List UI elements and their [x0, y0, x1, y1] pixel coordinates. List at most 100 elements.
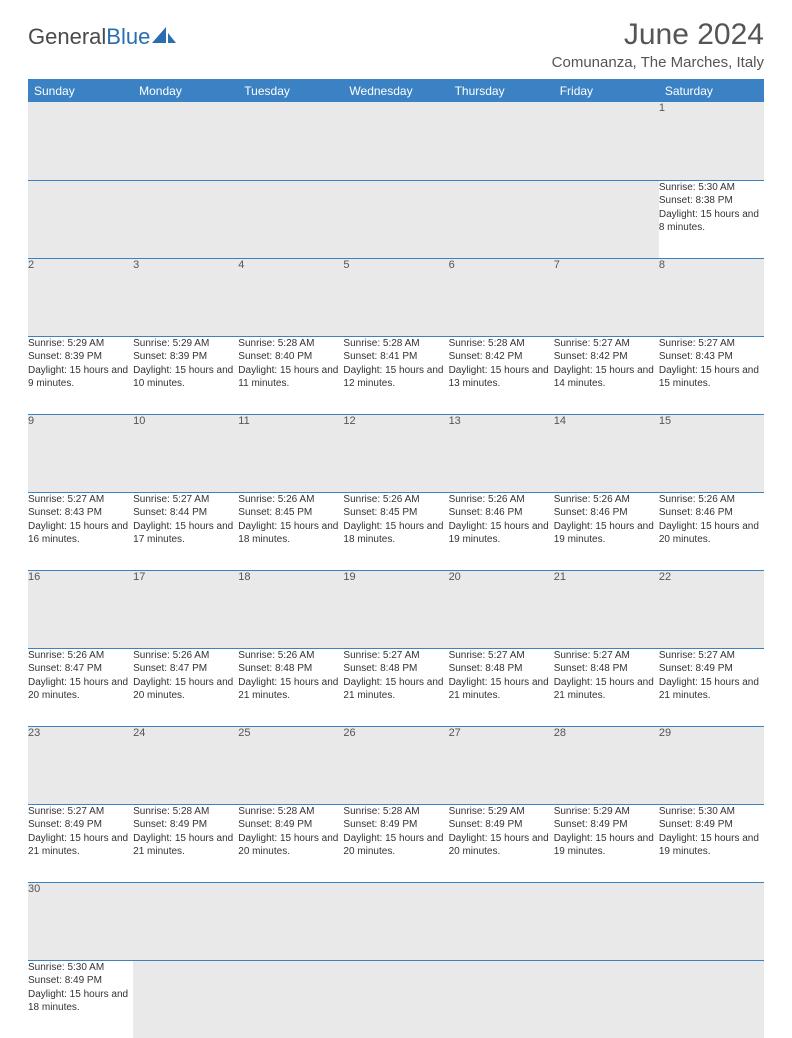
day-body-cell: Sunrise: 5:26 AMSunset: 8:45 PMDaylight:… — [238, 492, 343, 570]
day-body-cell: Sunrise: 5:27 AMSunset: 8:49 PMDaylight:… — [28, 804, 133, 882]
sunrise-text: Sunrise: 5:28 AM — [238, 805, 343, 819]
sunrise-text: Sunrise: 5:28 AM — [238, 337, 343, 351]
daylight-text: Daylight: 15 hours and 20 minutes. — [659, 520, 764, 547]
day-body-cell: Sunrise: 5:29 AMSunset: 8:39 PMDaylight:… — [133, 336, 238, 414]
sunrise-text: Sunrise: 5:29 AM — [28, 337, 133, 351]
sunrise-text: Sunrise: 5:29 AM — [554, 805, 659, 819]
day-body-cell — [554, 180, 659, 258]
day-body-cell: Sunrise: 5:29 AMSunset: 8:49 PMDaylight:… — [554, 804, 659, 882]
day-number-cell: 26 — [343, 726, 448, 804]
sunset-text: Sunset: 8:49 PM — [659, 818, 764, 832]
sunrise-text: Sunrise: 5:26 AM — [238, 493, 343, 507]
sunset-text: Sunset: 8:49 PM — [133, 818, 238, 832]
day-body-cell — [659, 960, 764, 1038]
daylight-text: Daylight: 15 hours and 13 minutes. — [449, 364, 554, 391]
sunrise-text: Sunrise: 5:28 AM — [343, 337, 448, 351]
day-number-cell: 29 — [659, 726, 764, 804]
day-body-cell: Sunrise: 5:27 AMSunset: 8:43 PMDaylight:… — [28, 492, 133, 570]
weekday-header: Wednesday — [343, 80, 448, 103]
sunrise-text: Sunrise: 5:30 AM — [659, 181, 764, 195]
day-body-cell: Sunrise: 5:28 AMSunset: 8:40 PMDaylight:… — [238, 336, 343, 414]
day-body-cell: Sunrise: 5:27 AMSunset: 8:48 PMDaylight:… — [449, 648, 554, 726]
daylight-text: Daylight: 15 hours and 18 minutes. — [343, 520, 448, 547]
day-number-cell — [554, 882, 659, 960]
day-number-cell: 8 — [659, 258, 764, 336]
daylight-text: Daylight: 15 hours and 20 minutes. — [28, 676, 133, 703]
sunset-text: Sunset: 8:48 PM — [554, 662, 659, 676]
day-number-cell: 16 — [28, 570, 133, 648]
day-number-cell — [343, 882, 448, 960]
sunrise-text: Sunrise: 5:28 AM — [133, 805, 238, 819]
header: GeneralBlue June 2024 Comunanza, The Mar… — [28, 18, 764, 71]
daylight-text: Daylight: 15 hours and 21 minutes. — [449, 676, 554, 703]
day-body-cell: Sunrise: 5:29 AMSunset: 8:49 PMDaylight:… — [449, 804, 554, 882]
daynum-row: 16171819202122 — [28, 570, 764, 648]
daynum-row: 9101112131415 — [28, 414, 764, 492]
logo-sail-icon — [152, 25, 178, 45]
day-body-row: Sunrise: 5:27 AMSunset: 8:43 PMDaylight:… — [28, 492, 764, 570]
day-number-cell: 7 — [554, 258, 659, 336]
weekday-header-row: Sunday Monday Tuesday Wednesday Thursday… — [28, 80, 764, 103]
sunrise-text: Sunrise: 5:26 AM — [449, 493, 554, 507]
sunset-text: Sunset: 8:38 PM — [659, 194, 764, 208]
day-number-cell — [133, 102, 238, 180]
sunset-text: Sunset: 8:47 PM — [133, 662, 238, 676]
logo-text-1: General — [28, 24, 106, 50]
sunrise-text: Sunrise: 5:27 AM — [28, 493, 133, 507]
sunset-text: Sunset: 8:49 PM — [659, 662, 764, 676]
day-body-cell: Sunrise: 5:26 AMSunset: 8:46 PMDaylight:… — [554, 492, 659, 570]
day-number-cell: 18 — [238, 570, 343, 648]
daylight-text: Daylight: 15 hours and 9 minutes. — [28, 364, 133, 391]
day-body-cell: Sunrise: 5:28 AMSunset: 8:42 PMDaylight:… — [449, 336, 554, 414]
sunrise-text: Sunrise: 5:28 AM — [449, 337, 554, 351]
day-number-cell: 9 — [28, 414, 133, 492]
sunset-text: Sunset: 8:41 PM — [343, 350, 448, 364]
day-body-cell: Sunrise: 5:26 AMSunset: 8:45 PMDaylight:… — [343, 492, 448, 570]
day-number-cell: 14 — [554, 414, 659, 492]
daylight-text: Daylight: 15 hours and 21 minutes. — [554, 676, 659, 703]
day-number-cell: 5 — [343, 258, 448, 336]
day-number-cell — [238, 102, 343, 180]
day-body-row: Sunrise: 5:27 AMSunset: 8:49 PMDaylight:… — [28, 804, 764, 882]
daylight-text: Daylight: 15 hours and 14 minutes. — [554, 364, 659, 391]
daylight-text: Daylight: 15 hours and 21 minutes. — [659, 676, 764, 703]
sunset-text: Sunset: 8:46 PM — [449, 506, 554, 520]
sunrise-text: Sunrise: 5:26 AM — [554, 493, 659, 507]
daylight-text: Daylight: 15 hours and 21 minutes. — [28, 832, 133, 859]
sunset-text: Sunset: 8:43 PM — [659, 350, 764, 364]
sunrise-text: Sunrise: 5:27 AM — [133, 493, 238, 507]
month-title: June 2024 — [552, 18, 764, 52]
daylight-text: Daylight: 15 hours and 19 minutes. — [554, 520, 659, 547]
sunset-text: Sunset: 8:39 PM — [28, 350, 133, 364]
day-number-cell: 6 — [449, 258, 554, 336]
day-body-cell — [343, 180, 448, 258]
sunset-text: Sunset: 8:49 PM — [28, 818, 133, 832]
day-number-cell: 19 — [343, 570, 448, 648]
weekday-header: Sunday — [28, 80, 133, 103]
sunrise-text: Sunrise: 5:26 AM — [133, 649, 238, 663]
daylight-text: Daylight: 15 hours and 12 minutes. — [343, 364, 448, 391]
sunrise-text: Sunrise: 5:27 AM — [554, 649, 659, 663]
day-body-cell: Sunrise: 5:30 AMSunset: 8:38 PMDaylight:… — [659, 180, 764, 258]
weekday-header: Thursday — [449, 80, 554, 103]
sunrise-text: Sunrise: 5:27 AM — [659, 337, 764, 351]
day-number-cell: 13 — [449, 414, 554, 492]
day-body-cell: Sunrise: 5:30 AMSunset: 8:49 PMDaylight:… — [28, 960, 133, 1038]
daylight-text: Daylight: 15 hours and 19 minutes. — [659, 832, 764, 859]
day-body-cell: Sunrise: 5:28 AMSunset: 8:49 PMDaylight:… — [133, 804, 238, 882]
day-body-cell: Sunrise: 5:26 AMSunset: 8:47 PMDaylight:… — [28, 648, 133, 726]
sunset-text: Sunset: 8:47 PM — [28, 662, 133, 676]
day-number-cell — [659, 882, 764, 960]
sunset-text: Sunset: 8:48 PM — [343, 662, 448, 676]
day-number-cell: 12 — [343, 414, 448, 492]
daylight-text: Daylight: 15 hours and 17 minutes. — [133, 520, 238, 547]
sunset-text: Sunset: 8:49 PM — [343, 818, 448, 832]
day-number-cell: 21 — [554, 570, 659, 648]
day-number-cell: 25 — [238, 726, 343, 804]
day-body-row: Sunrise: 5:30 AMSunset: 8:49 PMDaylight:… — [28, 960, 764, 1038]
day-body-cell: Sunrise: 5:27 AMSunset: 8:43 PMDaylight:… — [659, 336, 764, 414]
day-body-cell: Sunrise: 5:27 AMSunset: 8:48 PMDaylight:… — [343, 648, 448, 726]
sunset-text: Sunset: 8:40 PM — [238, 350, 343, 364]
day-body-cell — [554, 960, 659, 1038]
sunset-text: Sunset: 8:49 PM — [554, 818, 659, 832]
